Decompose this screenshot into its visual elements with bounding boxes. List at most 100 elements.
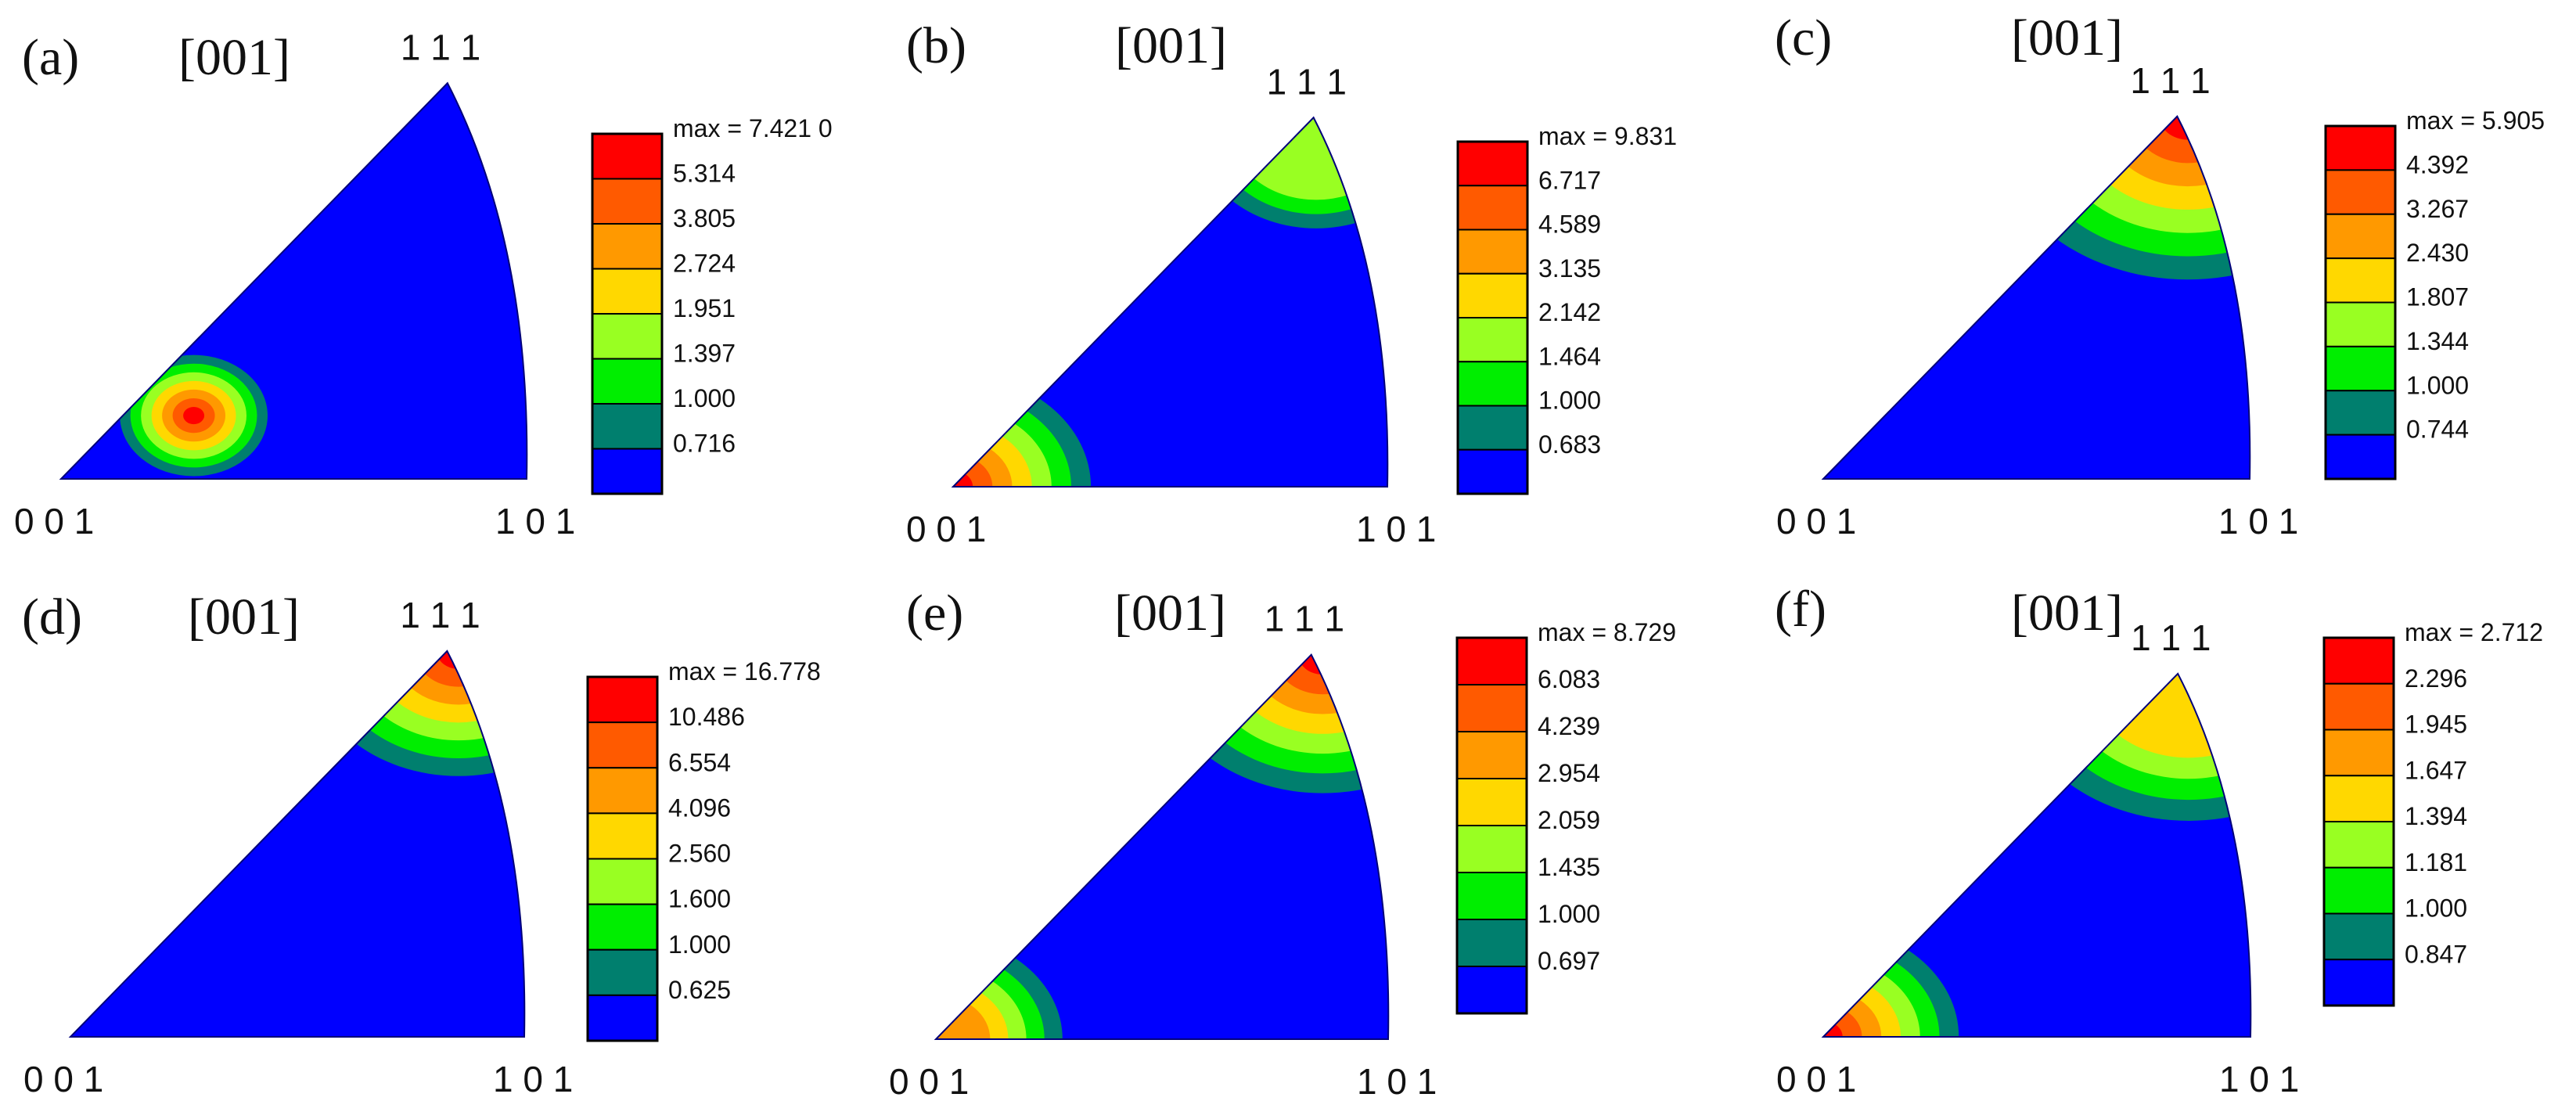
corner-label-101: 1 0 1 (493, 1059, 573, 1099)
legend-label: 0.625 (668, 976, 731, 1004)
legend-swatch (2325, 301, 2396, 347)
peak-contour-0 (1823, 1020, 1843, 1037)
legend-label: 1.394 (2405, 802, 2467, 830)
legend-swatch (592, 403, 663, 450)
legend-label: max = 9.831 (1538, 122, 1677, 150)
legend-swatch (1456, 778, 1527, 826)
direction-label: [001] (1115, 17, 1227, 74)
legend-swatch (592, 133, 663, 180)
legend-swatch (2323, 729, 2394, 777)
legend-label: 0.697 (1538, 947, 1600, 975)
legend-frame (2324, 124, 2397, 480)
legend-label: max = 5.905 (2406, 106, 2545, 135)
legend-label: 2.954 (1538, 759, 1600, 787)
legend-label: 1.000 (668, 930, 731, 959)
legend-label: 4.096 (668, 793, 731, 822)
legend-swatch (587, 812, 658, 860)
legend-label: 1.000 (1538, 387, 1601, 415)
legend-label: 4.239 (1538, 712, 1600, 740)
legend-label: 1.945 (2405, 711, 2467, 739)
peak-contour-0 (183, 407, 205, 425)
panel-label: (a) (22, 29, 79, 86)
legend-swatch (2323, 775, 2394, 822)
legend-label: 1.000 (1538, 900, 1600, 928)
legend-label: 0.716 (673, 430, 736, 458)
legend-swatch (1456, 966, 1527, 1014)
legend-label: 1.647 (2405, 756, 2467, 784)
legend-swatch (587, 721, 658, 769)
legend-swatch (1457, 405, 1528, 451)
legend-label: 6.554 (668, 748, 731, 776)
legend-label: 6.717 (1538, 166, 1601, 194)
panel-a: 0 0 1 1 0 1 1 1 1 (a) [001] max = 7.421 0 5.31… (14, 27, 833, 542)
panel-c: 0 0 1 1 0 1 1 1 1 (c) [001] max = 5.905 4.392 3… (1775, 9, 2545, 542)
legend-label: 5.314 (673, 160, 736, 188)
legend-swatch (592, 358, 663, 405)
legend-label: 1.000 (2405, 894, 2467, 923)
peak-contour-0 (437, 651, 480, 669)
legend-label: 1.181 (2405, 848, 2467, 876)
legend-swatch (1456, 684, 1527, 732)
legend-swatch (1457, 272, 1528, 318)
corner-label-101: 1 0 1 (1357, 1061, 1437, 1101)
panel-d: 0 0 1 1 0 1 1 1 1 (d) [001] max = 16.778 10.48… (22, 588, 821, 1099)
legend-swatch (587, 948, 658, 996)
legend-swatch (587, 767, 658, 815)
direction-label: [001] (2011, 9, 2123, 67)
legend-label: 3.805 (673, 204, 736, 232)
legend-swatch (2325, 125, 2396, 171)
legend-label: 0.744 (2406, 416, 2469, 444)
corner-label-111: 1 1 1 (2130, 60, 2210, 101)
legend-swatch (1457, 361, 1528, 407)
legend-swatch (1457, 228, 1528, 275)
legend-swatch (1456, 731, 1527, 779)
legend-label: max = 2.712 (2405, 618, 2543, 646)
legend-swatch (1456, 919, 1527, 967)
legend-label: 3.267 (2406, 195, 2469, 223)
legend-swatch (587, 903, 658, 951)
legend-label: 0.683 (1538, 430, 1601, 459)
legend-label: 0.847 (2405, 940, 2467, 968)
panel-b: 0 0 1 1 0 1 1 1 1 (b) [001] max = 9.831 6.717 4… (906, 17, 1677, 549)
corner-label-101: 1 0 1 (2219, 1059, 2299, 1099)
legend-swatch (592, 313, 663, 360)
legend-swatch (592, 268, 663, 315)
legend-label: 1.344 (2406, 327, 2469, 355)
legend-label: 1.951 (673, 294, 736, 322)
legend-swatch (2325, 390, 2396, 436)
direction-label: [001] (1114, 585, 1226, 642)
legend-swatch (2323, 637, 2394, 685)
corner-label-111: 1 1 1 (401, 27, 480, 67)
legend-swatch (2325, 345, 2396, 392)
legend-frame (1455, 636, 1528, 1015)
legend-swatch (2325, 213, 2396, 260)
direction-label: [001] (188, 588, 300, 646)
legend-label: 2.560 (668, 840, 731, 868)
corner-label-101: 1 0 1 (1356, 509, 1436, 549)
legend-label: 6.083 (1538, 665, 1600, 693)
legend-label: max = 7.421 0 (673, 114, 833, 142)
legend-frame (586, 675, 659, 1042)
legend-label: 1.600 (668, 885, 731, 913)
legend-swatch (2323, 821, 2394, 869)
corner-label-001: 0 0 1 (14, 501, 94, 542)
panel-label: (d) (22, 588, 82, 646)
ipf-outline (1821, 672, 2252, 1038)
ipf-outline (59, 81, 528, 480)
direction-label: [001] (178, 29, 290, 86)
panel-label: (e) (906, 585, 963, 642)
legend-swatch (1457, 141, 1528, 187)
panel-label: (b) (906, 17, 966, 74)
legend-swatch (587, 858, 658, 905)
legend-swatch (2323, 866, 2394, 915)
legend-label: 2.059 (1538, 806, 1600, 834)
corner-label-001: 0 0 1 (906, 509, 986, 549)
legend-frame (2322, 636, 2395, 1007)
corner-label-101: 1 0 1 (2218, 501, 2298, 542)
legend-label: 4.589 (1538, 210, 1601, 239)
panel-e: 0 0 1 1 0 1 1 1 1 (e) [001] max = 8.729 6.083 4… (889, 585, 1676, 1101)
legend-label: 2.142 (1538, 298, 1601, 326)
legend-swatch (2323, 912, 2394, 961)
legend-swatch (2325, 169, 2396, 215)
peak-contour-2 (1823, 989, 1882, 1037)
